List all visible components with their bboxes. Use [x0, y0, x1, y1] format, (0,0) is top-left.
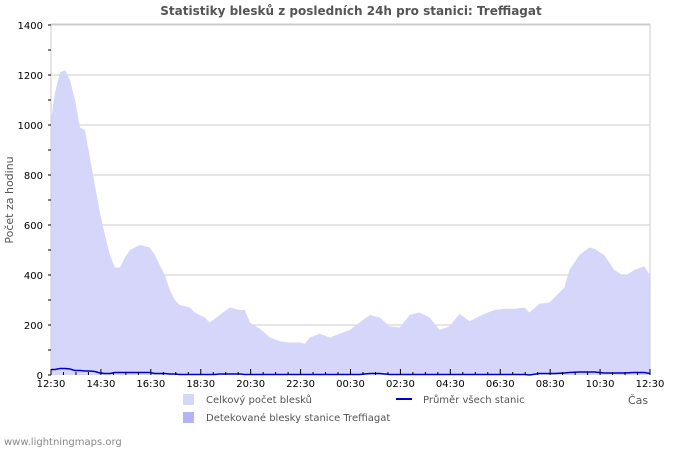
- legend-label-station: Detekované blesky stanice Treffiagat: [206, 412, 390, 424]
- y-tick-label: 800: [24, 171, 43, 182]
- y-axis-ticks: 0 200 400 600 800 1000 1200 1400: [18, 21, 51, 382]
- x-tick-label: 22:30: [286, 379, 315, 390]
- y-tick-label: 1000: [18, 121, 43, 132]
- x-tick-label: 12:30: [37, 379, 66, 390]
- y-tick-label: 400: [24, 271, 43, 282]
- chart-title: Statistiky blesků z posledních 24h pro s…: [160, 4, 542, 18]
- x-axis-title: Čas: [628, 394, 648, 407]
- x-tick-label: 12:30: [636, 379, 665, 390]
- footer-credit: www.lightningmaps.org: [4, 437, 122, 448]
- x-tick-label: 04:30: [436, 379, 465, 390]
- y-tick-label: 200: [24, 321, 43, 332]
- y-tick-label: 600: [24, 221, 43, 232]
- legend-swatch-total: [183, 394, 194, 405]
- y-tick-label: 1400: [18, 21, 43, 32]
- x-tick-label: 18:30: [186, 379, 215, 390]
- x-tick-label: 06:30: [486, 379, 515, 390]
- legend-swatch-station: [183, 412, 194, 423]
- x-tick-label: 00:30: [336, 379, 365, 390]
- x-tick-label: 02:30: [386, 379, 415, 390]
- x-tick-label: 14:30: [87, 379, 116, 390]
- total-strikes-area: [51, 70, 650, 375]
- legend-label-total: Celkový počet blesků: [206, 394, 312, 406]
- legend: Celkový počet blesků Detekované blesky s…: [183, 394, 525, 424]
- y-axis-title: Počet za hodinu: [3, 156, 16, 243]
- x-tick-label: 16:30: [136, 379, 165, 390]
- legend-label-average: Průměr všech stanic: [423, 394, 525, 406]
- x-tick-label: 20:30: [236, 379, 265, 390]
- x-tick-label: 10:30: [586, 379, 615, 390]
- y-tick-label: 1200: [18, 71, 43, 82]
- average-all-stations-line: [51, 367, 651, 376]
- x-tick-label: 08:30: [536, 379, 565, 390]
- y-tick-label: 0: [37, 371, 43, 382]
- x-axis-ticks: 12:30 14:30 16:30 18:30 20:30 22:30 00:30 02:30…: [37, 369, 665, 390]
